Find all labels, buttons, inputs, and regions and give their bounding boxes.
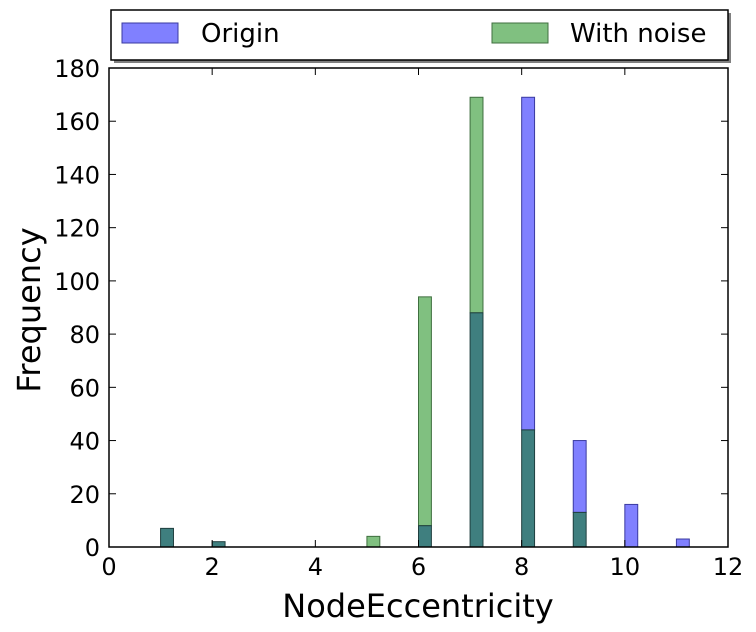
legend-swatch-with-noise xyxy=(491,22,549,44)
bar-origin-x10 xyxy=(624,503,639,548)
y-tick-label-140: 140 xyxy=(54,161,100,189)
y-tick-label-40: 40 xyxy=(69,428,100,456)
legend-frame xyxy=(110,9,729,61)
y-tick-label-20: 20 xyxy=(69,481,100,509)
x-tick-label-6: 6 xyxy=(411,553,426,581)
bar-overlap-x7 xyxy=(469,312,484,548)
y-tick-label-0: 0 xyxy=(85,534,100,562)
bar-overlap-x1 xyxy=(160,527,174,548)
bar-with-noise-x6 xyxy=(418,296,432,527)
legend-swatch-origin xyxy=(121,22,179,44)
y-tick-label-100: 100 xyxy=(54,268,100,296)
x-tick-label-8: 8 xyxy=(514,553,529,581)
bar-with-noise-x7 xyxy=(469,96,484,314)
bar-with-noise-x5 xyxy=(366,535,381,548)
plot-frame xyxy=(108,67,729,548)
legend-label-with-noise: With noise xyxy=(570,19,706,49)
bar-origin-x11 xyxy=(675,538,690,548)
y-tick-label-160: 160 xyxy=(54,108,100,136)
bar-origin-x9 xyxy=(572,440,587,513)
x-tick-label-10: 10 xyxy=(610,553,641,581)
bars-layer xyxy=(160,96,690,548)
y-tick-label-80: 80 xyxy=(69,321,100,349)
bar-origin-x8 xyxy=(521,96,536,431)
y-tick-label-180: 180 xyxy=(54,55,100,83)
x-tick-label-12: 12 xyxy=(713,553,744,581)
legend: Origin With noise xyxy=(110,9,731,63)
x-tick-label-0: 0 xyxy=(101,553,116,581)
bar-overlap-x6 xyxy=(418,525,432,548)
y-tick-label-120: 120 xyxy=(54,215,100,243)
x-axis-label: NodeEccentricity xyxy=(282,587,553,625)
x-tick-label-2: 2 xyxy=(205,553,220,581)
legend-label-origin: Origin xyxy=(201,19,280,49)
x-tick-label-4: 4 xyxy=(308,553,323,581)
y-tick-label-60: 60 xyxy=(69,374,100,402)
bar-overlap-x9 xyxy=(572,511,587,548)
y-axis-label: Frequency xyxy=(10,227,48,392)
bar-overlap-x2 xyxy=(211,541,226,548)
bar-overlap-x8 xyxy=(521,429,536,548)
